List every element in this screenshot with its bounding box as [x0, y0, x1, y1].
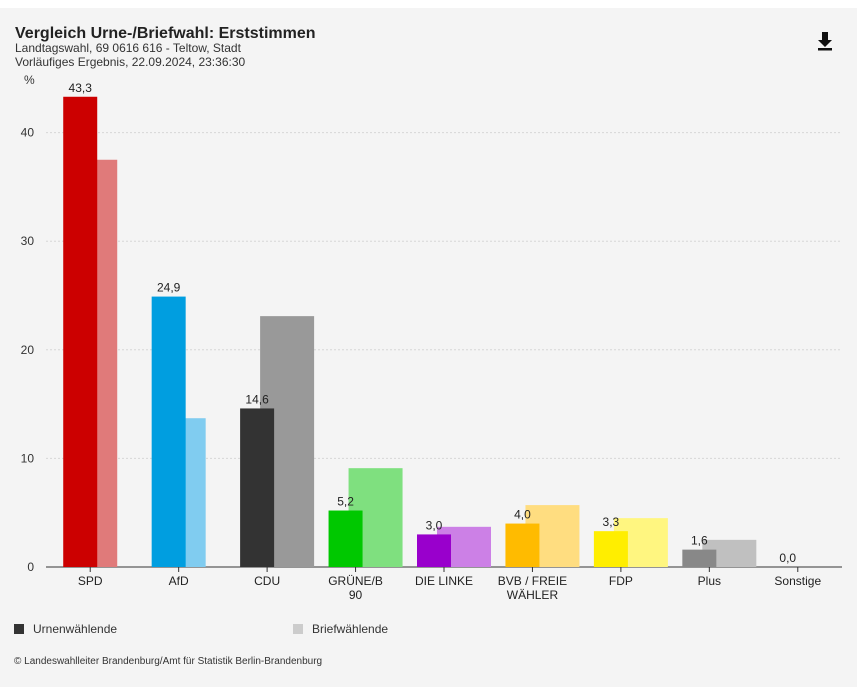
legend-label-brief: Briefwählende	[312, 622, 389, 636]
data-label: 43,3	[69, 81, 93, 95]
bar-urnenwaehlende	[328, 510, 363, 567]
x-tick-label: AfD	[169, 574, 189, 588]
data-label: 5,2	[337, 495, 354, 509]
source-credit: © Landeswahlleiter Brandenburg/Amt für S…	[14, 656, 323, 667]
y-tick-label: 20	[21, 343, 35, 357]
chart-panel	[0, 8, 857, 687]
bar-briefwaehlende	[96, 159, 118, 567]
y-tick-label: 0	[27, 560, 34, 574]
y-tick-label: 40	[21, 126, 35, 140]
x-tick-label: Sonstige	[774, 574, 821, 588]
y-axis-label: %	[24, 73, 35, 87]
x-tick-label: 90	[349, 588, 363, 602]
data-label: 3,0	[426, 518, 443, 532]
legend-label-urne: Urnenwählende	[33, 622, 118, 636]
data-label: 3,3	[603, 515, 620, 529]
legend-swatch-urne	[14, 624, 24, 634]
data-label: 1,6	[691, 534, 708, 548]
bar-urnenwaehlende	[593, 531, 628, 567]
chart-subtitle-election: Landtagswahl, 69 0616 616 - Teltow, Stad…	[15, 41, 241, 55]
legend-item-briefwaehlende[interactable]: Briefwählende	[293, 622, 388, 636]
data-label: 14,6	[245, 392, 269, 406]
y-tick-label: 10	[21, 451, 35, 465]
x-tick-label: DIE LINKE	[415, 574, 473, 588]
download-icon[interactable]	[812, 27, 838, 53]
legend-item-urnenwaehlende[interactable]: Urnenwählende	[14, 622, 117, 636]
x-tick-label: CDU	[254, 574, 280, 588]
x-tick-label: Plus	[698, 574, 721, 588]
data-label: 24,9	[157, 281, 181, 295]
x-tick-label: GRÜNE/B	[328, 574, 383, 588]
x-tick-label: BVB / FREIE	[498, 574, 567, 588]
bar-urnenwaehlende	[682, 549, 717, 567]
x-tick-label: WÄHLER	[507, 588, 559, 602]
bar-urnenwaehlende	[240, 408, 275, 567]
data-label: 4,0	[514, 508, 531, 522]
bar-urnenwaehlende	[63, 96, 98, 568]
bar-briefwaehlende	[184, 418, 206, 567]
x-tick-label: SPD	[78, 574, 103, 588]
bar-urnenwaehlende	[151, 296, 186, 567]
legend-swatch-brief	[293, 624, 303, 634]
bar-urnenwaehlende	[505, 523, 540, 567]
x-tick-label: FDP	[609, 574, 633, 588]
chart-subtitle-result: Vorläufiges Ergebnis, 22.09.2024, 23:36:…	[15, 55, 246, 69]
bar-urnenwaehlende	[417, 534, 451, 567]
data-label: 0,0	[779, 551, 796, 565]
chart-title: Vergleich Urne-/Briefwahl: Erststimmen	[15, 25, 316, 42]
y-tick-label: 30	[21, 234, 35, 248]
